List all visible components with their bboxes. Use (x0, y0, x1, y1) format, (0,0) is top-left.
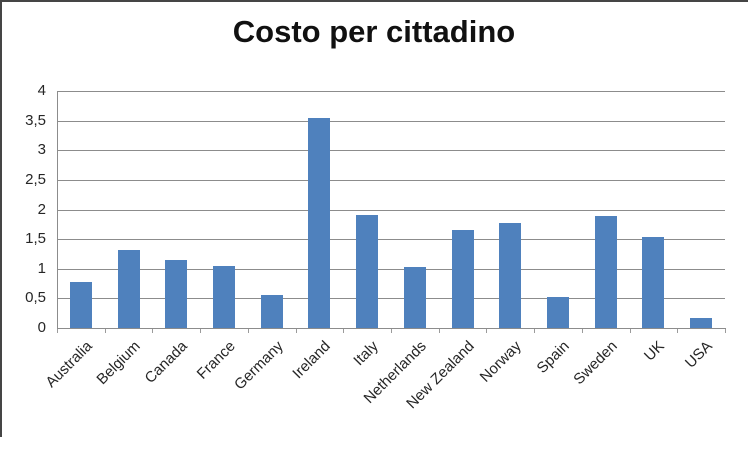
gridline (57, 91, 725, 92)
axis-tick (200, 329, 201, 333)
axis-tick (152, 329, 153, 333)
y-tick-label: 3 (37, 141, 46, 158)
bar (213, 266, 235, 328)
gridline (57, 150, 725, 151)
bar (690, 318, 712, 328)
gridline (57, 269, 725, 270)
gridline (57, 210, 725, 211)
bar (404, 267, 426, 328)
frame-top-border (0, 0, 748, 2)
y-tick-label: 1,5 (25, 230, 46, 247)
y-tick-label: 1 (37, 260, 46, 277)
y-tick-label: 4 (37, 82, 46, 99)
axis-tick (582, 329, 583, 333)
gridline (57, 239, 725, 240)
y-tick-label: 2 (37, 201, 46, 218)
bar (261, 295, 283, 328)
axis-tick (677, 329, 678, 333)
y-tick-label: 3,5 (25, 112, 46, 129)
axis-tick (296, 329, 297, 333)
bar (165, 260, 187, 328)
frame-left-border (0, 0, 2, 437)
axis-tick (248, 329, 249, 333)
axis-tick (57, 329, 58, 333)
y-tick-label: 0 (37, 319, 46, 336)
axis-tick (439, 329, 440, 333)
axis-tick (105, 329, 106, 333)
axis-tick (343, 329, 344, 333)
chart-title: Costo per cittadino (232, 14, 516, 49)
y-tick-label: 2,5 (25, 171, 46, 188)
bar (70, 282, 92, 328)
bar (118, 250, 140, 328)
bar (308, 118, 330, 328)
gridline (57, 121, 725, 122)
gridline (57, 298, 725, 299)
bar (499, 223, 521, 328)
y-tick-label: 0,5 (25, 289, 46, 306)
bar (547, 297, 569, 328)
bar (595, 216, 617, 328)
bar (356, 215, 378, 328)
axis-tick (630, 329, 631, 333)
axis-tick (725, 329, 726, 333)
bar (642, 237, 664, 328)
axis-tick (534, 329, 535, 333)
gridline (57, 180, 725, 181)
axis-tick (391, 329, 392, 333)
axis-tick (486, 329, 487, 333)
bar (452, 230, 474, 328)
